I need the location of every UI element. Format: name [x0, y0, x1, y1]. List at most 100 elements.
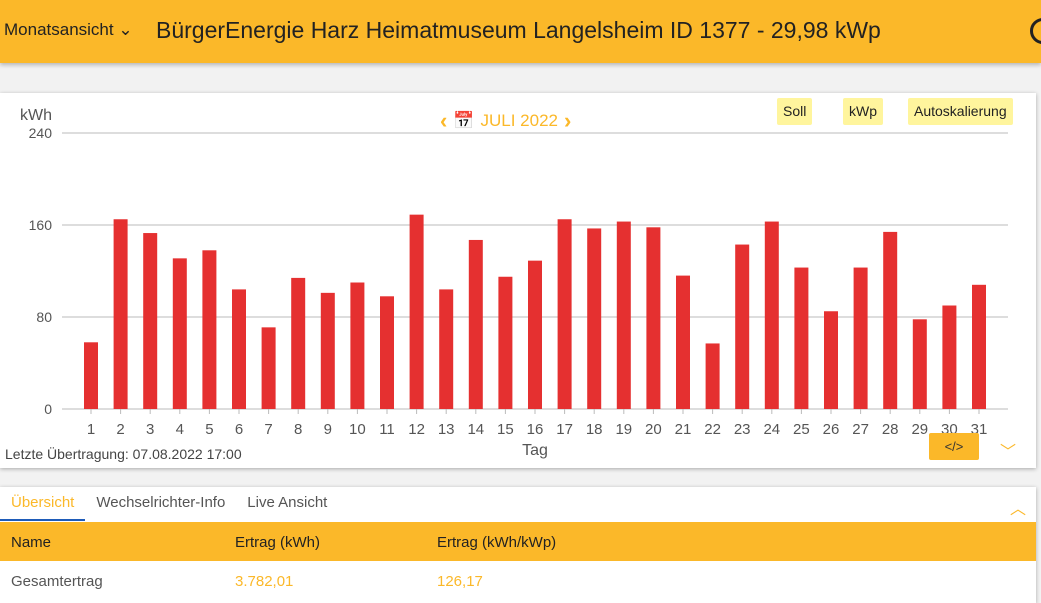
x-tick-label: 5 — [205, 421, 213, 438]
bar[interactable] — [735, 244, 750, 409]
y-tick-label: 160 — [29, 217, 53, 233]
x-tick-label: 13 — [438, 421, 455, 438]
cell-name: Gesamtertrag — [11, 573, 103, 590]
tab-bar: Übersicht Wechselrichter-Info Live Ansic… — [0, 487, 338, 521]
cell-yield-per-kwp: 126,17 — [437, 573, 483, 590]
x-tick-label: 16 — [527, 421, 544, 438]
x-tick-label: 25 — [793, 421, 810, 438]
page-title: BürgerEnergie Harz Heimatmuseum Langelsh… — [156, 17, 881, 43]
bar[interactable] — [616, 221, 631, 409]
bar[interactable] — [764, 221, 779, 409]
y-axis-label: kWh — [20, 107, 52, 124]
view-select[interactable]: Monatsansicht ⌄ — [4, 20, 133, 40]
bar[interactable] — [942, 305, 957, 410]
x-tick-label: 12 — [408, 421, 425, 438]
app-header: Monatsansicht ⌄ BürgerEnergie Harz Heima… — [0, 0, 1041, 63]
next-month-button[interactable]: › — [564, 108, 572, 133]
x-tick-label: 8 — [294, 421, 302, 438]
kwp-button[interactable]: kWp — [843, 98, 883, 125]
bar[interactable] — [113, 219, 128, 409]
x-tick-label: 6 — [235, 421, 243, 438]
export-button[interactable]: </> — [929, 433, 979, 460]
bar[interactable] — [646, 227, 661, 409]
tab-live-view[interactable]: Live Ansicht — [247, 494, 328, 511]
x-tick-label: 11 — [379, 421, 395, 438]
prev-month-button[interactable]: ‹ — [440, 108, 448, 133]
x-tick-label: 28 — [882, 421, 899, 438]
bar[interactable] — [84, 342, 98, 409]
cell-yield: 3.782,01 — [235, 573, 294, 590]
last-transfer: Letzte Übertragung: 07.08.2022 17:00 — [5, 446, 242, 462]
col-name: Name — [11, 534, 52, 551]
bar[interactable] — [172, 258, 187, 409]
x-tick-label: 7 — [264, 421, 272, 438]
bar[interactable] — [912, 319, 927, 409]
x-tick-label: 29 — [911, 421, 928, 438]
summary-card: Übersicht Wechselrichter-Info Live Ansic… — [0, 487, 1036, 603]
x-tick-label: 14 — [467, 421, 484, 438]
x-tick-label: 3 — [146, 421, 154, 438]
view-select-label: Monatsansicht — [4, 20, 114, 39]
user-icon[interactable] — [1030, 18, 1041, 44]
bar[interactable] — [498, 276, 513, 409]
bar[interactable] — [883, 231, 898, 409]
period-nav: ‹ 📅 JULI 2022 › — [440, 108, 571, 134]
tab-overview[interactable]: Übersicht — [0, 487, 86, 521]
bar[interactable] — [528, 260, 542, 409]
tab-inverter-info[interactable]: Wechselrichter-Info — [96, 494, 226, 511]
bar[interactable] — [232, 289, 246, 409]
x-tick-label: 18 — [586, 421, 603, 438]
table-row: Gesamtertrag 3.782,01 126,17 — [0, 561, 1036, 600]
table-header: Name Ertrag (kWh) Ertrag (kWh/kWp) — [0, 522, 1036, 561]
x-tick-label: 19 — [615, 421, 632, 438]
x-tick-label: 24 — [763, 421, 780, 438]
bar[interactable] — [380, 296, 394, 409]
x-tick-label: 26 — [823, 421, 840, 438]
chevron-down-icon: ⌄ — [118, 20, 133, 39]
calendar-icon: 📅 — [453, 111, 475, 130]
x-tick-label: 15 — [497, 421, 514, 438]
soll-button[interactable]: Soll — [777, 98, 813, 125]
expand-chevron-icon[interactable]: ﹀ — [1000, 444, 1017, 461]
bar[interactable] — [468, 239, 483, 409]
y-tick-label: 240 — [29, 125, 53, 141]
col-yield: Ertrag (kWh) — [235, 534, 321, 551]
x-tick-label: 4 — [176, 421, 184, 438]
bar[interactable] — [409, 214, 424, 409]
bar[interactable] — [587, 228, 602, 409]
bar[interactable] — [291, 277, 306, 409]
collapse-chevron-icon[interactable]: ︿ — [1010, 501, 1027, 518]
bar[interactable] — [676, 275, 690, 409]
x-tick-label: 2 — [116, 421, 124, 438]
x-tick-label: 23 — [734, 421, 751, 438]
bar[interactable] — [202, 250, 217, 409]
chart-card: ‹ 📅 JULI 2022 › Soll kWp Autoskalierung … — [0, 93, 1036, 468]
bar[interactable] — [853, 267, 868, 409]
x-tick-label: 9 — [324, 421, 332, 438]
bar[interactable] — [350, 282, 365, 410]
bar[interactable] — [557, 219, 572, 409]
x-tick-label: 10 — [349, 421, 366, 438]
x-tick-label: 21 — [675, 421, 692, 438]
x-tick-label: 27 — [852, 421, 869, 438]
bar[interactable] — [824, 311, 838, 409]
y-tick-label: 0 — [44, 401, 52, 417]
bar[interactable] — [794, 267, 809, 409]
col-yield-per-kwp: Ertrag (kWh/kWp) — [437, 534, 557, 551]
bar[interactable] — [439, 289, 454, 409]
bar[interactable] — [972, 284, 986, 409]
bar[interactable] — [705, 343, 720, 409]
bar[interactable] — [143, 233, 158, 409]
code-file-icon: </> — [944, 439, 964, 454]
period-label[interactable]: JULI 2022 — [480, 111, 559, 130]
bar[interactable] — [261, 327, 276, 409]
y-tick-label: 80 — [36, 309, 52, 325]
x-tick-label: 17 — [556, 421, 573, 438]
x-tick-label: 1 — [87, 421, 95, 438]
autoscale-button[interactable]: Autoskalierung — [908, 98, 1013, 125]
x-axis-label: Tag — [522, 442, 548, 459]
x-tick-label: 20 — [645, 421, 662, 438]
bar[interactable] — [320, 292, 335, 409]
x-tick-label: 22 — [704, 421, 721, 438]
